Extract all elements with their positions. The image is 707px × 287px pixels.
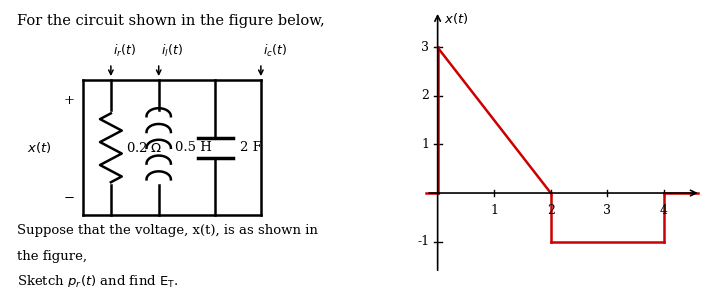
Text: 3: 3 <box>603 204 612 217</box>
Text: 3: 3 <box>421 41 429 54</box>
Text: $i_c(t)$: $i_c(t)$ <box>263 43 287 59</box>
Text: 2: 2 <box>421 90 429 102</box>
Text: −: − <box>64 191 75 205</box>
Text: 4: 4 <box>660 204 668 217</box>
Text: the figure,: the figure, <box>18 250 88 263</box>
Text: 2 F: 2 F <box>240 141 262 154</box>
Text: 0.5 H: 0.5 H <box>175 141 212 154</box>
Text: $x(t)$: $x(t)$ <box>445 11 469 26</box>
Text: Suppose that the voltage, x(t), is as shown in: Suppose that the voltage, x(t), is as sh… <box>18 224 318 237</box>
Text: $x(t)$: $x(t)$ <box>27 140 52 155</box>
Text: 2: 2 <box>547 204 555 217</box>
Text: For the circuit shown in the figure below,: For the circuit shown in the figure belo… <box>18 14 325 28</box>
Text: $t$: $t$ <box>705 184 707 197</box>
Text: 1: 1 <box>421 138 429 151</box>
Text: Sketch $p_r(t)$ and find $\mathrm{E_T}$.: Sketch $p_r(t)$ and find $\mathrm{E_T}$. <box>18 273 179 287</box>
Text: -1: -1 <box>417 235 429 248</box>
Text: $i_l(t)$: $i_l(t)$ <box>161 43 182 59</box>
Text: 0.2 $\Omega$: 0.2 $\Omega$ <box>126 141 163 155</box>
Text: $i_r(t)$: $i_r(t)$ <box>113 43 136 59</box>
Text: 1: 1 <box>490 204 498 217</box>
Text: +: + <box>64 94 75 107</box>
